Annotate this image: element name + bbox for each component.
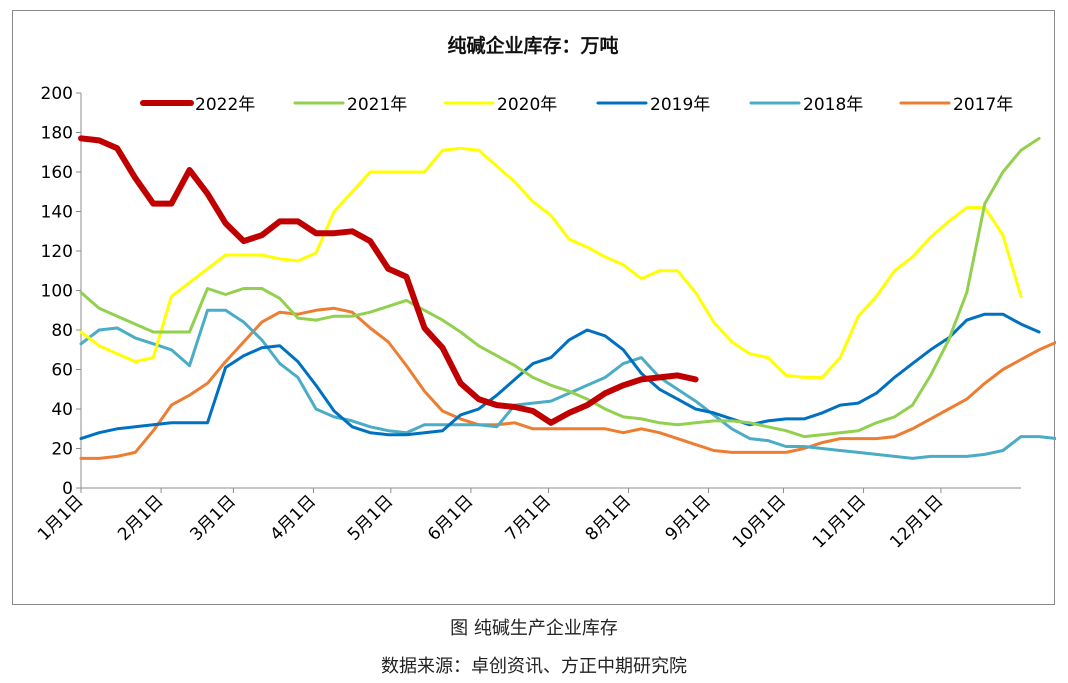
y-tick-label: 140 [41, 203, 73, 223]
legend: 2022年 2021年 2020年 2019年 2018年 2017年 [140, 95, 1013, 115]
legend-label: 2017年 [953, 95, 1013, 115]
figure-caption: 图 纯碱生产企业库存 [450, 618, 618, 639]
series-line-2021年 [79, 136, 1041, 439]
y-tick-label: 40 [51, 400, 73, 420]
legend-label: 2022年 [195, 95, 255, 115]
source-caption: 数据来源：卓创资讯、方正中期研究院 [381, 656, 687, 677]
axes: 0 20 40 60 80 100 120 140 160 180 200 1月1日 2月1日 3月1日 4… [34, 84, 1021, 553]
x-tick-label: 9月1日 [661, 491, 714, 544]
series-line-2022年 [78, 135, 699, 426]
y-tick-label: 120 [41, 242, 73, 262]
y-tick-label: 0 [62, 479, 73, 499]
x-tick-label: 11月1日 [809, 491, 870, 552]
series-line-2019年 [79, 312, 1041, 441]
x-tick-label: 12月1日 [886, 491, 947, 552]
x-tick-label: 6月1日 [424, 491, 477, 544]
legend-label: 2019年 [650, 95, 710, 115]
x-tick-label: 2月1日 [114, 491, 167, 544]
y-tick-label: 200 [41, 84, 73, 104]
chart-title: 纯碱企业库存：万吨 [447, 34, 618, 57]
series-line-2020年 [79, 146, 1023, 379]
y-tick-label: 60 [51, 361, 73, 381]
x-tick-label: 1月1日 [34, 491, 87, 544]
y-tick-label: 100 [41, 282, 73, 302]
legend-label: 2020年 [497, 95, 557, 115]
y-tick-label: 180 [41, 124, 73, 144]
x-tick-label: 3月1日 [186, 491, 239, 544]
x-tick-label: 5月1日 [344, 491, 397, 544]
x-tick-label: 7月1日 [502, 491, 555, 544]
series-lines [78, 135, 1056, 460]
y-tick-label: 160 [41, 163, 73, 183]
x-tick-label: 10月1日 [729, 491, 790, 552]
line-chart: 纯碱企业库存：万吨 0 20 40 60 80 100 120 140 160 180 200 1月1… [34, 34, 1056, 553]
x-tick-label: 4月1日 [267, 491, 320, 544]
legend-label: 2018年 [803, 95, 863, 115]
legend-label: 2021年 [347, 95, 407, 115]
chart-frame: 纯碱企业库存：万吨 0 20 40 60 80 100 120 140 160 180 200 1月1… [12, 10, 1056, 605]
y-tick-label: 80 [51, 321, 73, 341]
x-tick-label: 8月1日 [582, 491, 635, 544]
y-tick-label: 20 [51, 440, 73, 460]
series-line-2017年 [79, 306, 1056, 460]
series-line-2018年 [79, 308, 1056, 460]
